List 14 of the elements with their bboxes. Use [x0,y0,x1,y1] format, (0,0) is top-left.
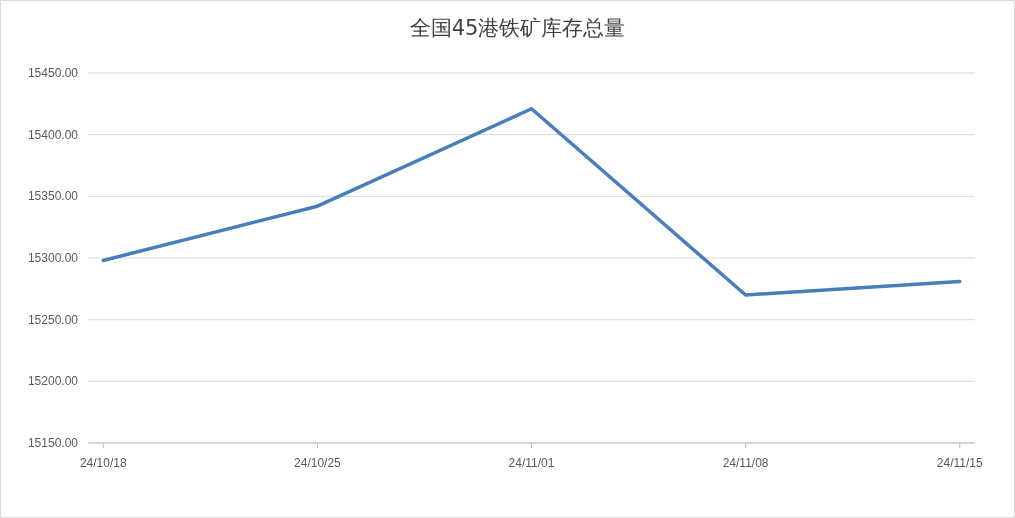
x-tick-label: 24/10/25 [294,456,342,470]
x-tick-label: 24/10/18 [79,456,127,470]
y-tick-label: 15350.00 [27,189,79,204]
y-tick-label: 15300.00 [27,251,79,265]
y-tick-label: 15150.00 [27,436,79,450]
x-tick-label: 24/11/15 [936,456,983,470]
y-tick-label: 15200.00 [27,374,79,389]
y-tick-label: 15450.00 [27,66,79,80]
chart-title: 全国45港铁矿库存总量 [409,16,626,40]
y-tick-label: 15400.00 [27,127,79,142]
x-tick-label: 24/11/01 [508,456,555,470]
x-tick-label: 24/11/08 [722,456,769,470]
y-tick-label: 15250.00 [27,312,79,327]
line-series [101,107,962,297]
